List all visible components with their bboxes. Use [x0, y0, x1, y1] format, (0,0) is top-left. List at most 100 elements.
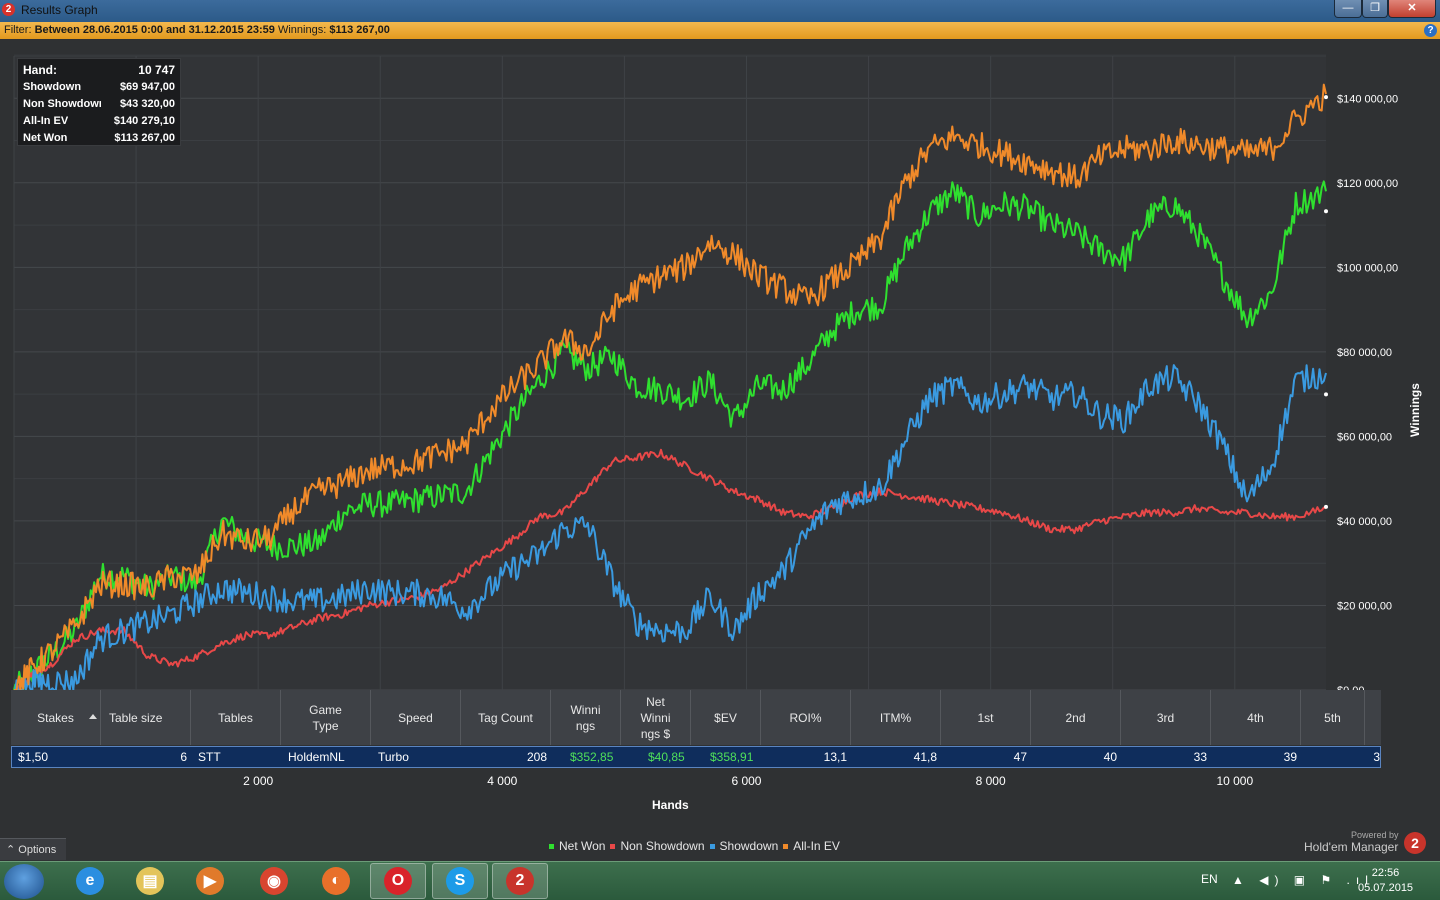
- taskbar-button[interactable]: S: [432, 863, 488, 899]
- stats-summary-box: Hand: 10 747 Showdown $69 947,00 Non Showdow…: [17, 58, 181, 146]
- minimize-button[interactable]: —: [1334, 0, 1362, 18]
- clock[interactable]: 22:56 05.07.2015: [1358, 866, 1413, 896]
- taskbar-button[interactable]: ▤: [122, 863, 178, 899]
- cell-tag-count: 208: [526, 750, 547, 764]
- legend-item[interactable]: Showdown: [709, 839, 779, 853]
- y-tick-label: $100 000,00: [1337, 262, 1398, 274]
- window-title: Results Graph: [21, 3, 98, 17]
- x-axis-label: Hands: [652, 798, 689, 812]
- stat-value: $113 267,00: [114, 132, 175, 144]
- start-button[interactable]: [4, 864, 44, 899]
- stat-row: Net Won $113 267,00: [23, 130, 175, 147]
- column-header[interactable]: Tables: [191, 690, 281, 745]
- stat-label: All-In EV: [23, 115, 69, 127]
- column-header[interactable]: Stakes: [11, 690, 101, 745]
- column-header[interactable]: 3rd: [1121, 690, 1211, 745]
- y-tick-label: $120 000,00: [1337, 178, 1398, 190]
- column-header[interactable]: Tag Count: [461, 690, 551, 745]
- column-header[interactable]: Speed: [371, 690, 461, 745]
- legend-item[interactable]: Net Won: [549, 839, 605, 853]
- legend-item[interactable]: All-In EV: [783, 839, 840, 853]
- taskbar: e ▤ ▶ ◉ ◐ O S 2 EN ▲ ◀) ▣ ⚑ .ıl 22:56 05.07.201…: [0, 861, 1440, 900]
- cell-3rd: 33: [1193, 750, 1207, 764]
- y-tick-label: $60 000,00: [1337, 431, 1392, 443]
- maximize-button[interactable]: ❐: [1362, 0, 1388, 18]
- legend-label: Net Won: [559, 839, 606, 853]
- table-header: Stakes Table size Tables Game Type Speed Tag …: [11, 690, 1381, 745]
- cell-game-type: HoldemNL: [288, 750, 345, 764]
- stat-value: $43 320,00: [119, 98, 175, 110]
- cell-tables: STT: [198, 750, 221, 764]
- column-header[interactable]: 5th: [1301, 690, 1365, 745]
- taskbar-button[interactable]: ▶: [182, 863, 238, 899]
- brand-logo-icon: 2: [1404, 832, 1426, 854]
- chevron-up-icon: ⌃: [6, 844, 16, 856]
- column-header[interactable]: ROI%: [761, 690, 851, 745]
- filter-prefix: Filter:: [4, 24, 32, 36]
- help-icon[interactable]: ?: [1424, 24, 1437, 37]
- series-end-marker: [1324, 392, 1328, 397]
- skype-icon: S: [446, 867, 474, 895]
- cell-stakes: $1,50: [18, 750, 49, 764]
- series-line-net-won: [13, 180, 1327, 691]
- y-tick-label: $140 000,00: [1337, 93, 1398, 105]
- ie-icon: e: [76, 867, 104, 895]
- legend-swatch: [549, 844, 554, 850]
- title-bar: 2 Results Graph — ❐ ✕: [0, 0, 1440, 22]
- stat-row: Hand: 10 747: [23, 62, 175, 79]
- column-header[interactable]: Net Winni ngs $: [621, 690, 691, 745]
- x-tick-label: 10 000: [1216, 774, 1254, 788]
- legend-label: Showdown: [719, 839, 779, 853]
- taskbar-button[interactable]: ◉: [246, 863, 302, 899]
- column-header[interactable]: 2nd: [1031, 690, 1121, 745]
- cell-table-size: 6: [180, 750, 187, 764]
- filter-bar[interactable]: Filter: Between 28.06.2015 0:00 and 31.1…: [0, 22, 1440, 39]
- column-header[interactable]: Game Type: [281, 690, 371, 745]
- column-header[interactable]: ITM%: [851, 690, 941, 745]
- taskbar-button[interactable]: O: [370, 863, 426, 899]
- app-logo-icon: 2: [2, 3, 15, 16]
- filter-text: Between 28.06.2015 0:00 and 31.12.2015 2…: [34, 24, 275, 36]
- language-indicator[interactable]: EN: [1201, 872, 1218, 886]
- stat-row: Showdown $69 947,00: [23, 79, 175, 96]
- filter-winnings-value: $113 267,00: [329, 24, 390, 36]
- y-tick-label: $40 000,00: [1337, 516, 1392, 528]
- results-chart: $0,00$20 000,00$40 000,00$60 000,00$80 0…: [13, 54, 1422, 695]
- series-layer: [13, 83, 1328, 691]
- column-header[interactable]: Winni ngs: [551, 690, 621, 745]
- sort-ascending-icon[interactable]: [89, 714, 97, 719]
- column-header[interactable]: $EV: [691, 690, 761, 745]
- column-header[interactable]: Table size: [101, 690, 191, 745]
- taskbar-button[interactable]: ◐: [308, 863, 364, 899]
- series-line-non-showdown: [14, 448, 1327, 691]
- legend-swatch: [709, 844, 715, 850]
- explorer-icon: ▤: [136, 867, 164, 895]
- opera-icon: O: [384, 867, 412, 895]
- system-tray-icons[interactable]: ▲ ◀) ▣ ⚑ .ıl: [1232, 873, 1374, 887]
- stat-row: Non Showdown $43 320,00: [23, 96, 175, 113]
- cell-ev: $358,91: [710, 750, 754, 764]
- chart-legend: Net Won Non Showdown Showdown All-In EV: [549, 839, 845, 853]
- column-header[interactable]: 1st: [941, 690, 1031, 745]
- cell-roi: 13,1: [823, 750, 847, 764]
- legend-item[interactable]: Non Showdown: [610, 839, 705, 853]
- column-header[interactable]: 4th: [1211, 690, 1301, 745]
- stat-label: Non Showdown: [23, 98, 101, 110]
- taskbar-button[interactable]: e: [62, 863, 118, 899]
- stat-row: All-In EV $140 279,10: [23, 113, 175, 130]
- options-label: Options: [18, 844, 57, 856]
- media-player-icon: ▶: [196, 867, 224, 895]
- stat-label: Hand:: [23, 63, 57, 77]
- table-row[interactable]: $1,50 6 STT HoldemNL Turbo 208 $352,85 $…: [11, 746, 1381, 768]
- taskbar-button[interactable]: 2: [492, 863, 548, 899]
- options-toggle[interactable]: ⌃ Options: [0, 838, 66, 860]
- legend-label: Non Showdown: [620, 839, 705, 853]
- firefox-icon: ◐: [322, 867, 350, 895]
- close-button[interactable]: ✕: [1388, 0, 1436, 18]
- cell-speed: Turbo: [378, 750, 409, 764]
- stat-value: $69 947,00: [119, 81, 175, 93]
- holdem-manager-icon: 2: [506, 867, 534, 895]
- stat-label: Showdown: [23, 81, 82, 93]
- clock-time: 22:56: [1371, 867, 1400, 879]
- y-tick-label: $20 000,00: [1337, 600, 1392, 612]
